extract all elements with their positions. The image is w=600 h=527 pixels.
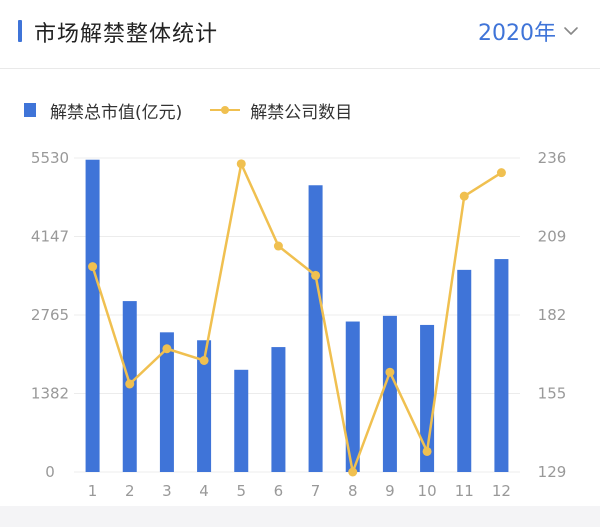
y-right-tick-label: 209: [538, 228, 567, 246]
bottom-strip: [0, 506, 600, 527]
line-point: [348, 467, 358, 477]
line-point: [459, 191, 469, 201]
year-selector[interactable]: 2020年: [478, 16, 580, 46]
line-point: [273, 241, 283, 251]
line-point: [162, 344, 172, 354]
legend-label-company-count: 解禁公司数目: [250, 102, 353, 123]
chart-legend: 解禁总市值(亿元) 解禁公司数目: [24, 96, 380, 124]
bar: [85, 159, 100, 472]
x-tick-label: 10: [418, 482, 437, 500]
x-tick-label: 1: [88, 482, 98, 500]
line-point: [125, 379, 135, 389]
y-left-tick-label: 2765: [31, 306, 69, 324]
bar: [494, 259, 509, 472]
line-point: [88, 262, 98, 272]
y-left-tick-label: 0: [45, 463, 55, 481]
line-point: [385, 367, 395, 377]
legend-bar-swatch: [24, 103, 36, 117]
x-tick-label: 3: [162, 482, 172, 500]
bar: [457, 269, 472, 472]
legend-line-swatch: [210, 106, 241, 114]
line-point: [422, 446, 432, 456]
y-right-tick-label: 182: [538, 306, 567, 324]
bar: [271, 347, 286, 472]
x-tick-label: 7: [311, 482, 321, 500]
bar: [308, 185, 323, 472]
x-tick-label: 2: [125, 482, 135, 500]
page-title: 市场解禁整体统计: [34, 22, 219, 47]
x-tick-label: 11: [455, 482, 474, 500]
y-left-tick-label: 1382: [31, 385, 69, 403]
y-left-tick-label: 4147: [31, 228, 69, 246]
y-right-tick-label: 129: [538, 463, 567, 481]
y-right-tick-label: 155: [538, 385, 567, 403]
x-tick-label: 12: [492, 482, 511, 500]
bar: [382, 315, 397, 472]
legend-item-company-count[interactable]: 解禁公司数目: [210, 98, 352, 123]
title-accent-bar: [18, 20, 22, 42]
line-series: [91, 162, 503, 474]
line-point: [311, 270, 321, 280]
x-tick-label: 4: [199, 482, 209, 500]
bar: [197, 340, 212, 472]
bar: [345, 321, 360, 472]
x-tick-label: 8: [348, 482, 358, 500]
line-point: [199, 355, 209, 365]
chart-header: 市场解禁整体统计 2020年: [0, 0, 600, 69]
year-selector-label[interactable]: 2020年: [478, 21, 556, 46]
legend-item-market-value[interactable]: 解禁总市值(亿元): [24, 98, 182, 123]
x-tick-label: 9: [385, 482, 395, 500]
x-tick-label: 6: [274, 482, 284, 500]
line-point: [496, 168, 506, 178]
x-tick-label: 5: [236, 482, 246, 500]
y-right-tick-label: 236: [538, 149, 567, 167]
y-left-tick-label: 5530: [31, 149, 69, 167]
line-point: [236, 159, 246, 169]
bar: [159, 332, 174, 472]
chevron-down-icon[interactable]: [562, 22, 580, 40]
legend-label-market-value: 解禁总市值(亿元): [50, 102, 183, 123]
bar: [234, 369, 249, 472]
